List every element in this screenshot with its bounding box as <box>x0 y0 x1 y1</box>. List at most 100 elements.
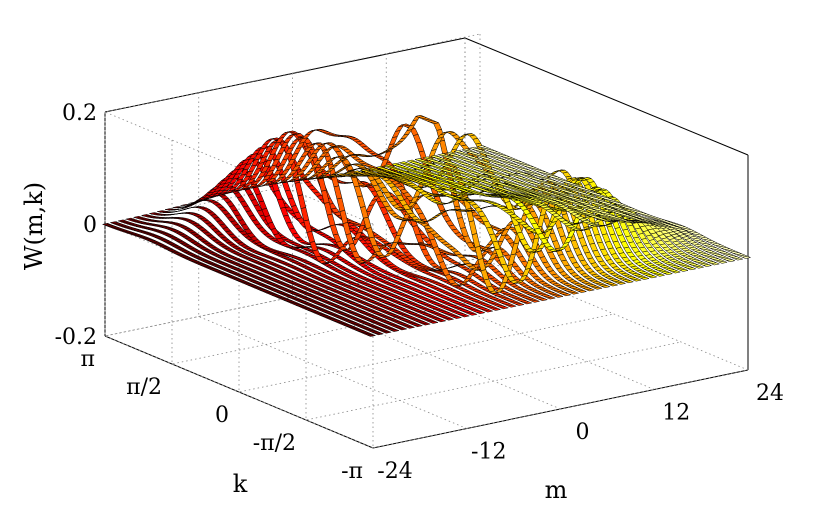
grid-line-z <box>103 33 481 225</box>
ribbon-segment <box>679 268 689 272</box>
ribbon-segment <box>429 320 439 324</box>
ribbon-segment <box>326 213 336 227</box>
ribbon-segment <box>274 190 283 201</box>
ribbon-segment <box>336 197 346 212</box>
ribbon-segment <box>598 225 608 236</box>
ribbon-segment <box>694 265 705 269</box>
ribbon-segment <box>687 267 697 271</box>
ribbon-segment <box>491 307 502 311</box>
ribbon-segment <box>436 319 447 323</box>
ribbon-segment <box>569 291 580 295</box>
ribbon-segment <box>671 270 682 274</box>
k-axis-label: k <box>233 470 248 498</box>
ribbon-segment <box>339 210 349 224</box>
ribbon-segment <box>413 324 424 328</box>
ribbon-segment <box>507 304 517 308</box>
ribbon-segment <box>303 219 313 233</box>
ribbon-segment <box>351 176 360 188</box>
ribbon-segment <box>577 290 588 293</box>
m-tick-label: 0 <box>576 420 590 445</box>
ribbon-m <box>141 214 416 329</box>
ribbon-segment <box>444 317 455 321</box>
m-tick-label: -24 <box>377 459 412 484</box>
ribbon-segment <box>601 285 611 288</box>
ribbon-segment <box>398 219 408 229</box>
z-tick-label: 0.2 <box>62 101 97 126</box>
ribbon-segment <box>415 141 425 153</box>
ribbon-segment <box>616 281 627 285</box>
ribbon-m <box>109 221 385 336</box>
ribbon-segment <box>604 241 614 250</box>
z-tick-label: 0 <box>83 213 97 238</box>
ribbon-segment <box>382 330 392 334</box>
z-axis-label: W(m,k) <box>20 182 48 270</box>
ribbon-segment <box>499 306 510 310</box>
ribbon-segment <box>522 301 533 305</box>
ribbon-surfaces <box>101 114 752 337</box>
ribbon-segment <box>357 195 366 208</box>
ribbon-segment <box>597 241 606 251</box>
ribbon-segment <box>565 250 575 259</box>
ribbon-segment <box>663 272 674 275</box>
ribbon-segment <box>538 298 549 302</box>
ribbon-segment <box>624 280 635 284</box>
ribbon-segment <box>395 227 405 237</box>
ribbon-segment <box>483 309 494 313</box>
ribbon-m <box>132 215 408 331</box>
tick-labels: -24 -12 0 12 24 π π/2 0 -π/2 -π 0.2 0 -0.2 <box>55 101 784 484</box>
ribbon-segment <box>570 239 580 250</box>
ribbon-segment <box>617 234 627 243</box>
ribbon-segment <box>366 333 377 337</box>
ribbon-m <box>445 151 721 266</box>
ribbon-segment <box>586 235 595 245</box>
ribbon-segment <box>609 233 619 243</box>
ribbon-segment <box>608 283 619 287</box>
ribbon-segment <box>530 299 541 303</box>
ribbon-segment <box>405 325 416 329</box>
ribbon-segment <box>452 316 463 319</box>
ribbon-segment <box>733 257 744 261</box>
ribbon-segment <box>552 240 561 250</box>
ribbon-segment <box>287 197 297 207</box>
ribbon-segment <box>483 220 492 229</box>
ribbon-segment <box>285 221 295 230</box>
ribbon-segment <box>606 225 616 236</box>
ribbon-segment <box>547 251 556 260</box>
ribbon-segment <box>412 134 422 144</box>
ribbon-segment <box>354 185 363 198</box>
ribbon-segment <box>306 231 316 243</box>
z-tick-label: -0.2 <box>55 325 97 350</box>
ribbon-m <box>124 217 400 332</box>
ribbon-segment <box>457 217 466 229</box>
k-tick-label: -π/2 <box>253 431 296 456</box>
ribbon-segment <box>294 182 304 197</box>
m-tick-label: -12 <box>471 440 506 465</box>
ribbon-segment <box>632 278 642 282</box>
ribbon-segment <box>468 312 478 316</box>
ribbon-segment <box>433 122 443 131</box>
ribbon-segment <box>360 206 369 219</box>
ribbon-m <box>476 145 752 259</box>
ribbon-segment <box>640 277 650 280</box>
ribbon-segment <box>460 314 471 318</box>
k-tick-label: π <box>81 347 95 372</box>
ribbon-segment <box>718 260 728 264</box>
ribbon-segment <box>593 286 603 290</box>
ribbon-segment <box>710 262 721 266</box>
ribbon-segment <box>454 205 463 219</box>
ribbon-m <box>117 219 392 334</box>
ribbon-segment <box>297 194 307 209</box>
ribbon-segment <box>374 332 385 336</box>
ribbon-segment <box>365 204 375 213</box>
ribbon-segment <box>546 296 557 300</box>
ribbon-segment <box>329 224 339 236</box>
k-tick-label: 0 <box>215 403 229 428</box>
ribbon-segment <box>581 245 591 254</box>
ribbon-m <box>274 142 549 302</box>
ribbon-segment <box>412 225 421 236</box>
ribbon-m <box>101 223 377 337</box>
ribbon-segment <box>388 226 398 235</box>
ribbon-segment <box>647 275 658 279</box>
ribbon-segment <box>421 322 432 326</box>
